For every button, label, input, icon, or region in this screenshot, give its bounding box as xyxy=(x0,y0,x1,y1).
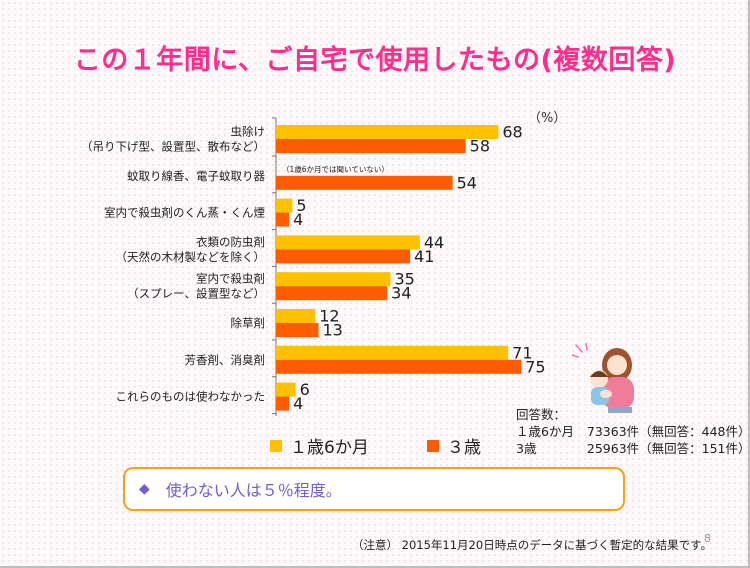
legend-label-1y6m: １歳6か月 xyxy=(290,438,369,458)
data-label: 4 xyxy=(293,210,303,229)
category-label: 芳香剤、消臭剤 xyxy=(185,353,266,367)
callout-text: 使わない人は５％程度。 xyxy=(165,481,342,500)
respondent-heading: 回答数： xyxy=(516,407,567,422)
category-label: 室内で殺虫剤 xyxy=(196,272,265,286)
category-label: 除草剤 xyxy=(231,316,266,330)
data-label: 41 xyxy=(414,247,434,266)
bar-3y xyxy=(276,396,290,411)
bar-1y6m xyxy=(276,345,509,360)
footnote: （注意） 2015年11月20日時点のデータに基づく暫定的な結果です。 xyxy=(352,538,713,552)
data-label: 44 xyxy=(424,233,444,252)
data-label: 58 xyxy=(470,137,490,156)
data-label: 34 xyxy=(391,284,411,303)
callout-box: ◆ 使わない人は５％程度。 xyxy=(123,467,625,511)
data-label: 6 xyxy=(300,380,310,399)
category-label: 蚊取り線香、電子蚊取り器 xyxy=(127,169,265,183)
legend-swatch-3y xyxy=(427,439,439,452)
respondent-row: 3歳 25963件（無回答：151件） xyxy=(516,440,750,457)
bar-3y xyxy=(276,212,290,227)
unit-label: （%） xyxy=(528,111,567,126)
bar-1y6m xyxy=(276,125,499,139)
data-label: 13 xyxy=(323,321,343,340)
mother-and-child-illustration xyxy=(571,342,640,417)
bar-1y6m xyxy=(276,309,316,323)
respondent-row-value: 73363件（無回答：448件） xyxy=(586,424,750,439)
respondent-row-label: 3歳 xyxy=(516,441,537,456)
data-label: 5 xyxy=(296,196,306,215)
category-label: これらのものは使わなかった xyxy=(116,390,266,404)
data-label: 54 xyxy=(457,173,477,192)
bar-3y xyxy=(276,359,522,374)
data-label: 12 xyxy=(319,307,339,326)
bar-3y xyxy=(276,175,453,190)
respondent-row: １歳6か月 73363件（無回答：448件） xyxy=(516,423,750,440)
bar-annotation: （1歳6か月では聞いていない） xyxy=(282,164,389,174)
category-label: （吊り下げ型、設置型、散布など） xyxy=(81,140,265,154)
legend-item-3y: ３歳 xyxy=(427,433,481,458)
category-label: （天然の木材製などを除く） xyxy=(116,250,266,264)
legend-swatch-1y6m xyxy=(270,439,282,452)
bar-1y6m xyxy=(276,198,293,213)
bar-3y xyxy=(276,249,411,264)
bar-3y xyxy=(276,139,466,153)
data-label: 71 xyxy=(512,343,532,362)
bar-3y xyxy=(276,286,388,301)
bar-1y6m xyxy=(276,272,391,287)
legend-item-1y6m: １歳6か月 xyxy=(270,433,369,458)
respondent-counts: 回答数： １歳6か月 73363件（無回答：448件） 3歳 25963件（無回… xyxy=(516,406,750,457)
category-label: （スプレー、設置型など） xyxy=(127,287,265,301)
legend-label-3y: ３歳 xyxy=(447,438,481,458)
page-title: この１年間に、ご自宅で使用したもの(複数回答) xyxy=(73,45,677,76)
page-number: 8 xyxy=(704,532,711,545)
data-label: 4 xyxy=(293,394,303,413)
category-label: 室内で殺虫剤のくん蒸・くん煙 xyxy=(104,206,265,220)
bar-1y6m xyxy=(276,382,296,397)
category-label: 虫除け xyxy=(231,125,266,139)
respondent-row-value: 25963件（無回答：151件） xyxy=(586,441,750,456)
respondent-row-label: １歳6か月 xyxy=(516,424,574,439)
diamond-bullet-icon: ◆ xyxy=(139,481,150,497)
data-label: 68 xyxy=(502,123,522,142)
bar-3y xyxy=(276,323,319,337)
data-label: 75 xyxy=(525,357,545,376)
bar-1y6m xyxy=(276,235,420,250)
category-label: 衣類の防虫剤 xyxy=(196,235,265,249)
data-label: 35 xyxy=(394,270,414,289)
